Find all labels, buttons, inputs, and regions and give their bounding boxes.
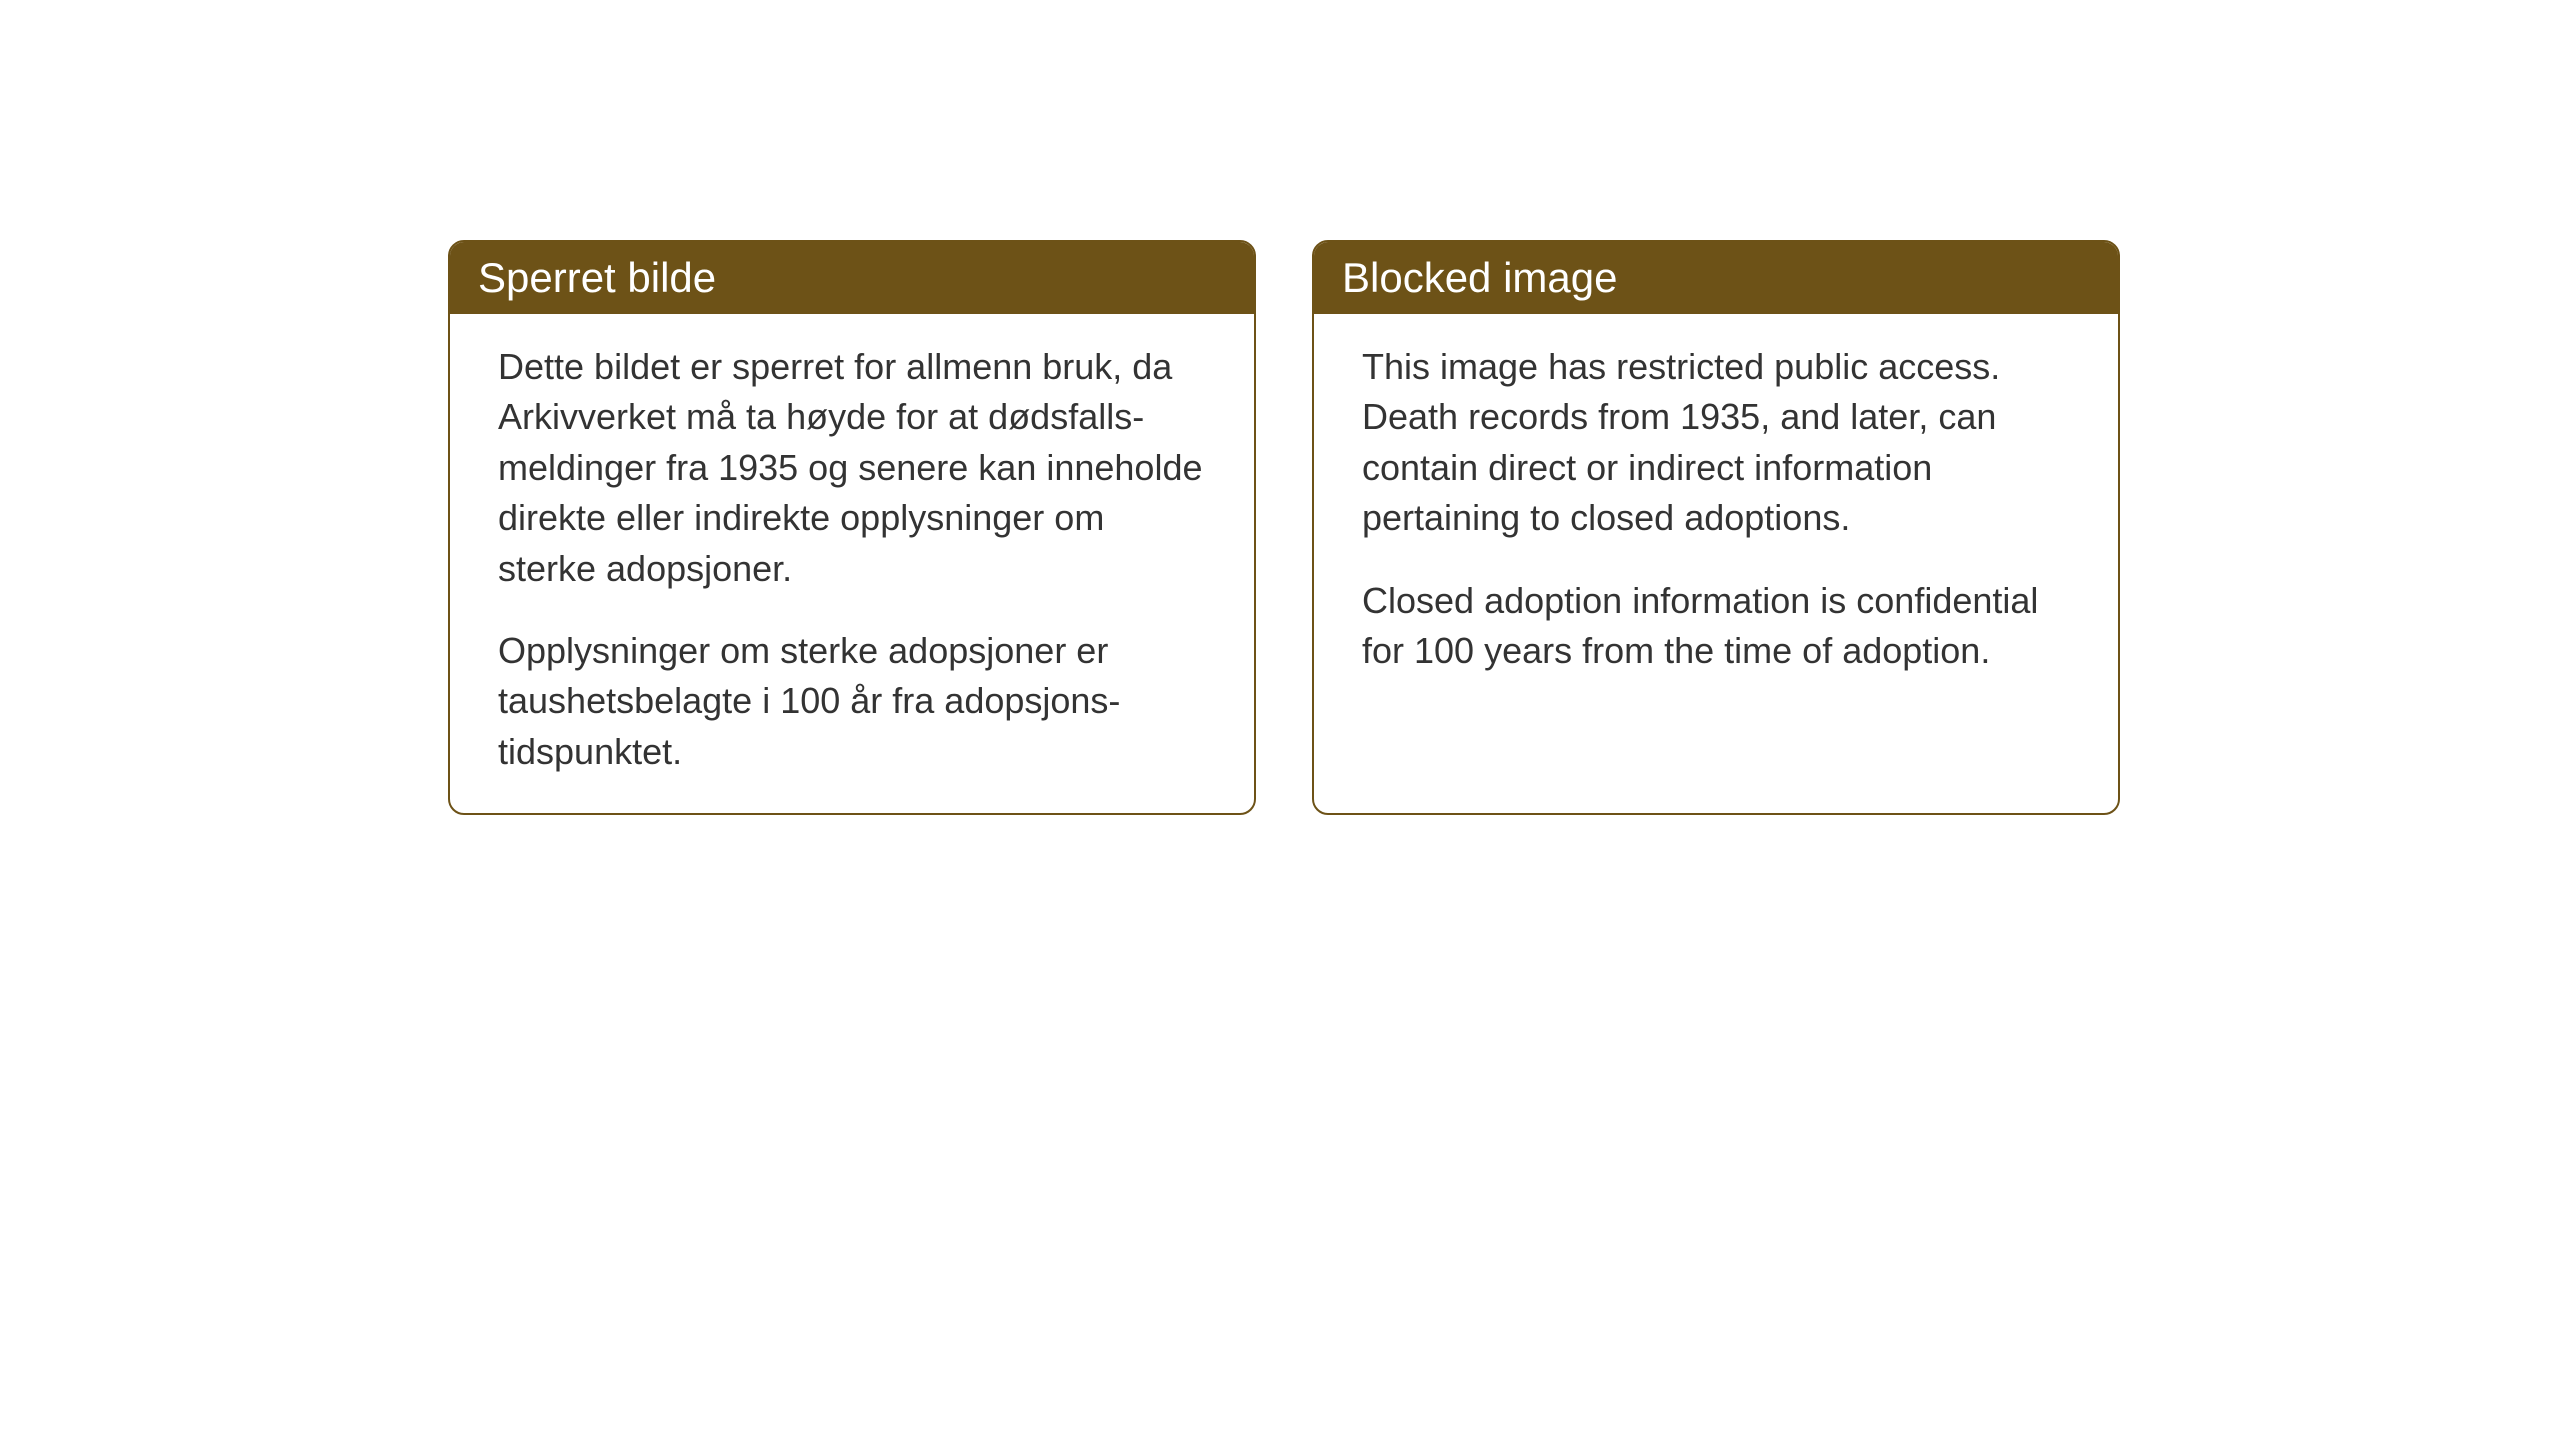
english-card-title: Blocked image (1314, 242, 2118, 314)
english-card-body: This image has restricted public access.… (1314, 314, 2118, 712)
norwegian-paragraph-1: Dette bildet er sperret for allmenn bruk… (498, 342, 1206, 594)
english-paragraph-1: This image has restricted public access.… (1362, 342, 2070, 544)
notice-container: Sperret bilde Dette bildet er sperret fo… (448, 240, 2120, 815)
english-notice-card: Blocked image This image has restricted … (1312, 240, 2120, 815)
norwegian-notice-card: Sperret bilde Dette bildet er sperret fo… (448, 240, 1256, 815)
norwegian-paragraph-2: Opplysninger om sterke adopsjoner er tau… (498, 626, 1206, 777)
norwegian-card-title: Sperret bilde (450, 242, 1254, 314)
norwegian-card-body: Dette bildet er sperret for allmenn bruk… (450, 314, 1254, 813)
english-paragraph-2: Closed adoption information is confident… (1362, 576, 2070, 677)
